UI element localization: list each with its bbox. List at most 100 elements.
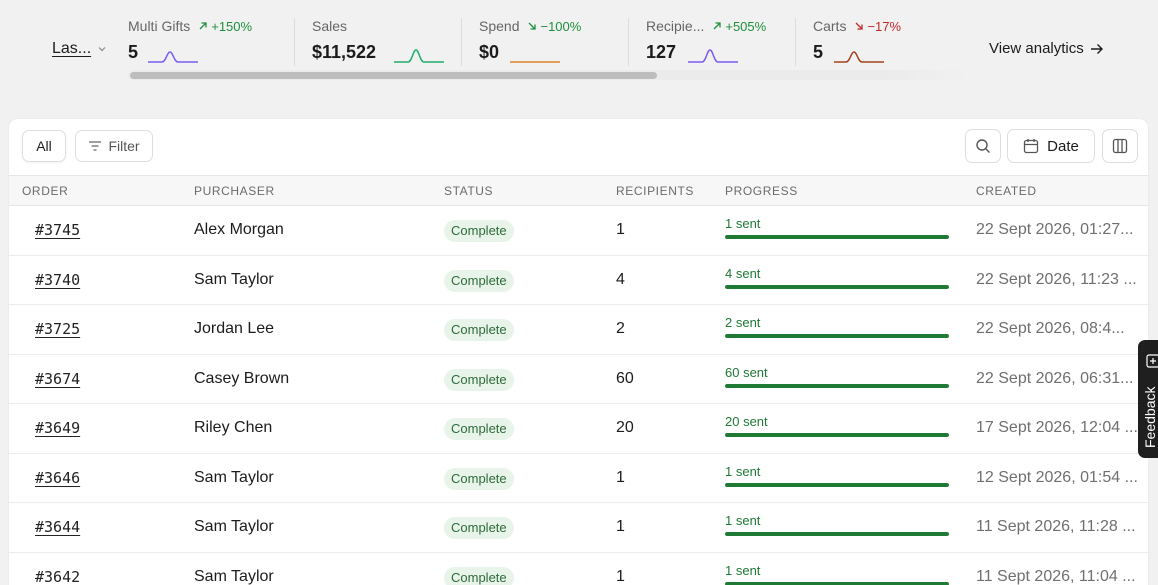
progress-bar-fill <box>725 532 949 536</box>
stat-label: Multi Gifts <box>128 18 191 34</box>
calendar-icon <box>1024 139 1039 154</box>
sparkline <box>148 51 198 63</box>
stat-spend[interactable]: Spend −100% $0 <box>462 14 629 70</box>
order-link[interactable]: #3642 <box>35 567 81 585</box>
period-selector[interactable]: Las... <box>52 40 107 58</box>
scrollbar-thumb[interactable] <box>130 72 657 79</box>
order-link[interactable]: #3674 <box>35 369 81 388</box>
progress-bar-fill <box>725 235 949 239</box>
stat-value: 5 <box>813 42 824 62</box>
progress-cell: 20 sent <box>725 414 949 437</box>
table-header: ORDER PURCHASER STATUS RECIPIENTS PROGRE… <box>9 175 1148 206</box>
purchaser-name: Sam Taylor <box>194 518 274 535</box>
view-analytics-link[interactable]: View analytics <box>989 40 1104 57</box>
sparkline <box>688 49 738 63</box>
columns-button[interactable] <box>1102 129 1138 163</box>
recipients-count: 4 <box>616 270 625 288</box>
table-row[interactable]: #3646 Sam Taylor Complete 1 1 sent 12 Sept 20… <box>9 454 1148 503</box>
order-link[interactable]: #3644 <box>35 518 81 536</box>
status-badge: Complete <box>444 319 514 341</box>
arrow-down-right-icon <box>529 22 537 30</box>
progress-bar <box>725 235 949 239</box>
stat-sales[interactable]: Sales $11,522 <box>295 14 462 70</box>
order-link[interactable]: #3725 <box>35 320 81 338</box>
sparkline <box>834 51 884 63</box>
column-header-order[interactable]: ORDER <box>22 184 69 198</box>
column-header-status[interactable]: STATUS <box>444 184 494 198</box>
progress-cell: 1 sent <box>725 464 949 487</box>
stat-carts[interactable]: Carts −17% 5 <box>796 14 966 70</box>
progress-bar <box>725 581 949 585</box>
all-tab-button[interactable]: All <box>22 130 66 162</box>
column-header-created[interactable]: CREATED <box>976 184 1037 198</box>
table-row[interactable]: #3649 Riley Chen Complete 20 20 sent 17 Sept … <box>9 404 1148 454</box>
status-badge: Complete <box>444 220 514 242</box>
stat-multi-gifts[interactable]: Multi Gifts +150% 5 <box>128 14 295 70</box>
progress-bar-fill <box>725 383 949 388</box>
progress-bar <box>725 383 949 388</box>
progress-bar <box>725 433 949 437</box>
progress-bar <box>725 284 949 289</box>
table-toolbar: All Filter Date <box>9 119 1148 175</box>
table-row[interactable]: #3642 Sam Taylor Complete 1 1 sent 11 Sept 20… <box>9 553 1148 585</box>
stat-label: Spend <box>479 18 520 34</box>
stat-value: 127 <box>646 42 677 62</box>
created-date: 22 Sept 2026, 06:31... <box>976 369 1134 387</box>
stats-scrollbar[interactable] <box>128 70 968 80</box>
table-row[interactable]: #3674 Casey Brown Complete 60 60 sent 22 Sept… <box>9 355 1148 404</box>
status-badge: Complete <box>444 517 514 539</box>
date-button[interactable]: Date <box>1007 129 1095 163</box>
feedback-tab[interactable]: Feedback <box>1138 340 1158 458</box>
table-row[interactable]: #3745 Alex Morgan Complete 1 1 sent 22 Sept 2… <box>9 206 1148 256</box>
recipients-count: 1 <box>616 468 625 486</box>
stat-recipients[interactable]: Recipie... +505% 127 <box>629 14 796 70</box>
stat-value: $11,522 <box>312 42 377 62</box>
status-badge: Complete <box>444 467 514 490</box>
order-link[interactable]: #3745 <box>35 221 81 239</box>
arrow-down-right-icon <box>855 22 864 30</box>
feedback-icon <box>1146 354 1158 368</box>
created-date: 17 Sept 2026, 12:04 ... <box>976 419 1138 436</box>
progress-text: 60 sent <box>725 364 768 380</box>
stat-delta: −17% <box>854 19 901 34</box>
recipients-count: 1 <box>616 221 625 238</box>
chevron-down-icon <box>98 47 106 52</box>
order-link[interactable]: #3740 <box>35 270 81 289</box>
table-row[interactable]: #3644 Sam Taylor Complete 1 1 sent 11 Sept 20… <box>9 503 1148 553</box>
view-analytics-label: View analytics <box>989 40 1084 57</box>
search-icon <box>976 139 990 153</box>
recipients-count: 60 <box>616 369 634 387</box>
date-label: Date <box>1047 137 1079 155</box>
column-header-progress[interactable]: PROGRESS <box>725 184 798 198</box>
recipients-count: 20 <box>616 419 634 436</box>
arrow-right-icon <box>1090 43 1103 54</box>
progress-bar-fill <box>725 581 949 585</box>
stat-value: 5 <box>128 42 139 62</box>
stat-label: Recipie... <box>646 18 705 34</box>
progress-cell: 2 sent <box>725 315 949 338</box>
column-header-purchaser[interactable]: PURCHASER <box>194 184 275 198</box>
stat-delta: −100% <box>527 19 581 34</box>
created-date: 22 Sept 2026, 08:4... <box>976 320 1125 337</box>
table-row[interactable]: #3725 Jordan Lee Complete 2 2 sent 22 Sept 20… <box>9 305 1148 355</box>
stat-label: Sales <box>312 18 348 34</box>
progress-text: 1 sent <box>725 216 761 231</box>
created-date: 22 Sept 2026, 01:27... <box>976 221 1134 238</box>
progress-cell: 4 sent <box>725 266 949 289</box>
purchaser-name: Alex Morgan <box>194 221 284 238</box>
stat-delta: +150% <box>198 19 252 34</box>
progress-bar-fill <box>725 334 949 338</box>
filter-button[interactable]: Filter <box>75 130 153 162</box>
progress-cell: 1 sent <box>725 216 949 239</box>
order-link[interactable]: #3649 <box>35 419 81 437</box>
table-row[interactable]: #3740 Sam Taylor Complete 4 4 sent 22 Sept 20… <box>9 256 1148 305</box>
progress-text: 4 sent <box>725 265 761 281</box>
order-link[interactable]: #3646 <box>35 468 81 487</box>
recipients-count: 2 <box>616 320 625 337</box>
created-date: 11 Sept 2026, 11:04 ... <box>976 567 1136 585</box>
filter-icon <box>89 141 102 151</box>
purchaser-name: Casey Brown <box>194 369 290 387</box>
stat-delta: +505% <box>712 19 766 34</box>
column-header-recipients[interactable]: RECIPIENTS <box>616 184 695 198</box>
search-button[interactable] <box>965 129 1001 163</box>
